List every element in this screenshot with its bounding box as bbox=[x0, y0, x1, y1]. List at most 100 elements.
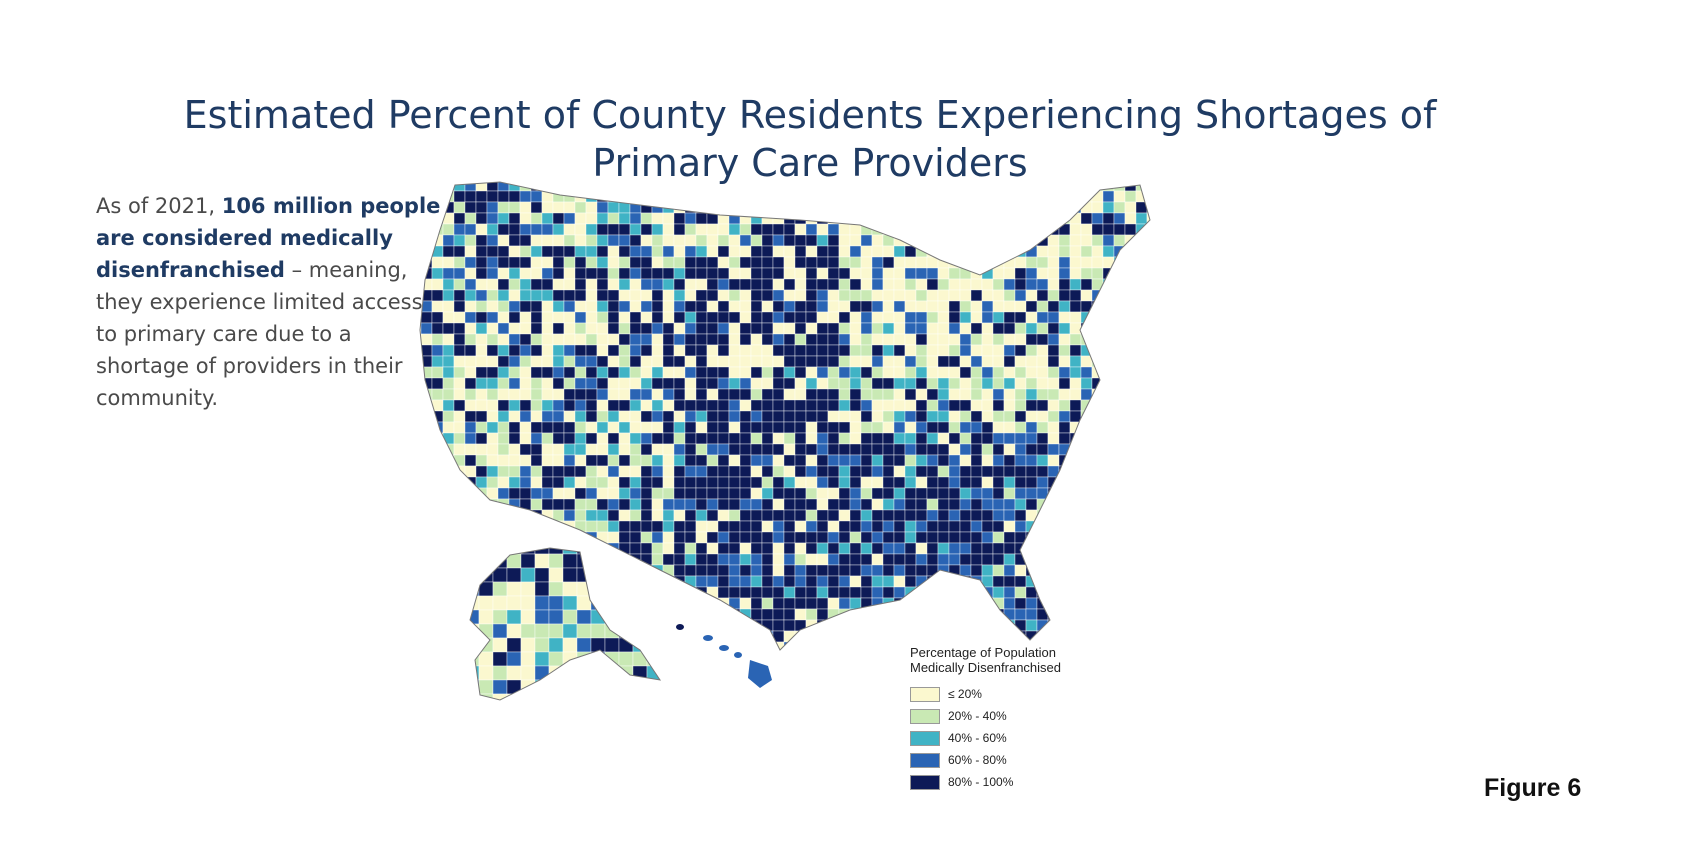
county-cell bbox=[893, 289, 906, 302]
county-cell bbox=[718, 653, 729, 664]
county-cell bbox=[662, 487, 675, 500]
county-cell bbox=[695, 399, 708, 412]
county-cell bbox=[772, 432, 785, 445]
county-cell bbox=[563, 520, 576, 533]
county-cell bbox=[486, 487, 499, 500]
county-cell bbox=[431, 487, 444, 500]
county-cell bbox=[607, 465, 620, 478]
county-cell bbox=[632, 651, 648, 667]
county-cell bbox=[816, 421, 829, 434]
county-cell bbox=[783, 300, 796, 313]
county-cell bbox=[520, 567, 536, 583]
county-cell bbox=[684, 333, 697, 346]
county-cell bbox=[728, 410, 741, 423]
county-cell bbox=[651, 509, 664, 522]
county-cell bbox=[893, 476, 906, 489]
county-cell bbox=[717, 245, 730, 258]
county-cell bbox=[684, 245, 697, 258]
county-cell bbox=[959, 443, 972, 456]
county-cell bbox=[882, 256, 895, 269]
county-cell bbox=[959, 190, 972, 203]
county-cell bbox=[1003, 509, 1016, 522]
county-cell bbox=[470, 567, 480, 583]
county-cell bbox=[662, 641, 675, 650]
county-cell bbox=[640, 465, 653, 478]
county-cell bbox=[673, 531, 686, 544]
county-cell bbox=[442, 278, 455, 291]
county-cell bbox=[882, 443, 895, 456]
county-cell bbox=[1146, 443, 1150, 456]
county-cell bbox=[497, 234, 510, 247]
county-cell bbox=[915, 388, 928, 401]
county-cell bbox=[739, 355, 752, 368]
county-cell bbox=[662, 201, 675, 214]
county-cell bbox=[431, 212, 444, 225]
county-cell bbox=[420, 575, 422, 588]
county-cell bbox=[662, 267, 675, 280]
county-cell bbox=[959, 366, 972, 379]
county-cell bbox=[530, 333, 543, 346]
county-cell bbox=[431, 289, 444, 302]
county-cell bbox=[673, 182, 686, 192]
county-cell bbox=[618, 278, 631, 291]
county-cell bbox=[849, 443, 862, 456]
county-cell bbox=[948, 333, 961, 346]
county-cell bbox=[508, 278, 521, 291]
county-cell bbox=[420, 531, 433, 544]
county-cell bbox=[646, 581, 660, 597]
county-cell bbox=[465, 653, 476, 664]
county-cell bbox=[728, 256, 741, 269]
county-cell bbox=[1158, 565, 1169, 576]
county-cell bbox=[750, 333, 763, 346]
county-cell bbox=[849, 344, 862, 357]
county-cell bbox=[1025, 608, 1038, 621]
county-cell bbox=[695, 355, 708, 368]
county-cell bbox=[915, 509, 928, 522]
county-cell bbox=[420, 256, 422, 269]
county-cell bbox=[970, 553, 983, 566]
county-cell bbox=[506, 679, 522, 695]
county-cell bbox=[1014, 333, 1027, 346]
county-cell bbox=[662, 586, 675, 599]
county-cell bbox=[893, 553, 906, 566]
county-cell bbox=[1146, 333, 1150, 346]
county-cell bbox=[1003, 234, 1016, 247]
county-cell bbox=[772, 388, 785, 401]
county-cell bbox=[673, 344, 686, 357]
county-cell bbox=[882, 542, 895, 555]
county-cell bbox=[662, 399, 675, 412]
county-cell bbox=[1124, 531, 1137, 544]
county-cell bbox=[1080, 267, 1093, 280]
county-cell bbox=[519, 366, 532, 379]
county-cell bbox=[706, 344, 719, 357]
county-cell bbox=[563, 498, 576, 511]
county-cell bbox=[1113, 212, 1126, 225]
county-cell bbox=[717, 564, 730, 577]
county-cell bbox=[552, 355, 565, 368]
county-cell bbox=[431, 256, 444, 269]
county-cell bbox=[585, 344, 598, 357]
county-cell bbox=[783, 234, 796, 247]
county-cell bbox=[1124, 245, 1137, 258]
county-cell bbox=[1069, 619, 1082, 632]
county-cell bbox=[1014, 465, 1027, 478]
county-cell bbox=[464, 531, 477, 544]
county-cell bbox=[662, 388, 675, 401]
county-cell bbox=[534, 665, 550, 681]
county-cell bbox=[618, 651, 634, 667]
county-cell bbox=[464, 344, 477, 357]
county-cell bbox=[453, 641, 466, 650]
county-cell bbox=[717, 267, 730, 280]
county-cell bbox=[475, 190, 488, 203]
county-cell bbox=[728, 454, 741, 467]
county-cell bbox=[1003, 344, 1016, 357]
county-cell bbox=[618, 553, 634, 569]
county-cell bbox=[1036, 399, 1049, 412]
county-cell bbox=[651, 542, 664, 555]
county-cell bbox=[970, 322, 983, 335]
county-cell bbox=[1113, 182, 1126, 192]
county-cell bbox=[673, 190, 686, 203]
county-cell bbox=[970, 564, 983, 577]
county-cell bbox=[926, 520, 939, 533]
county-cell bbox=[1146, 487, 1150, 500]
